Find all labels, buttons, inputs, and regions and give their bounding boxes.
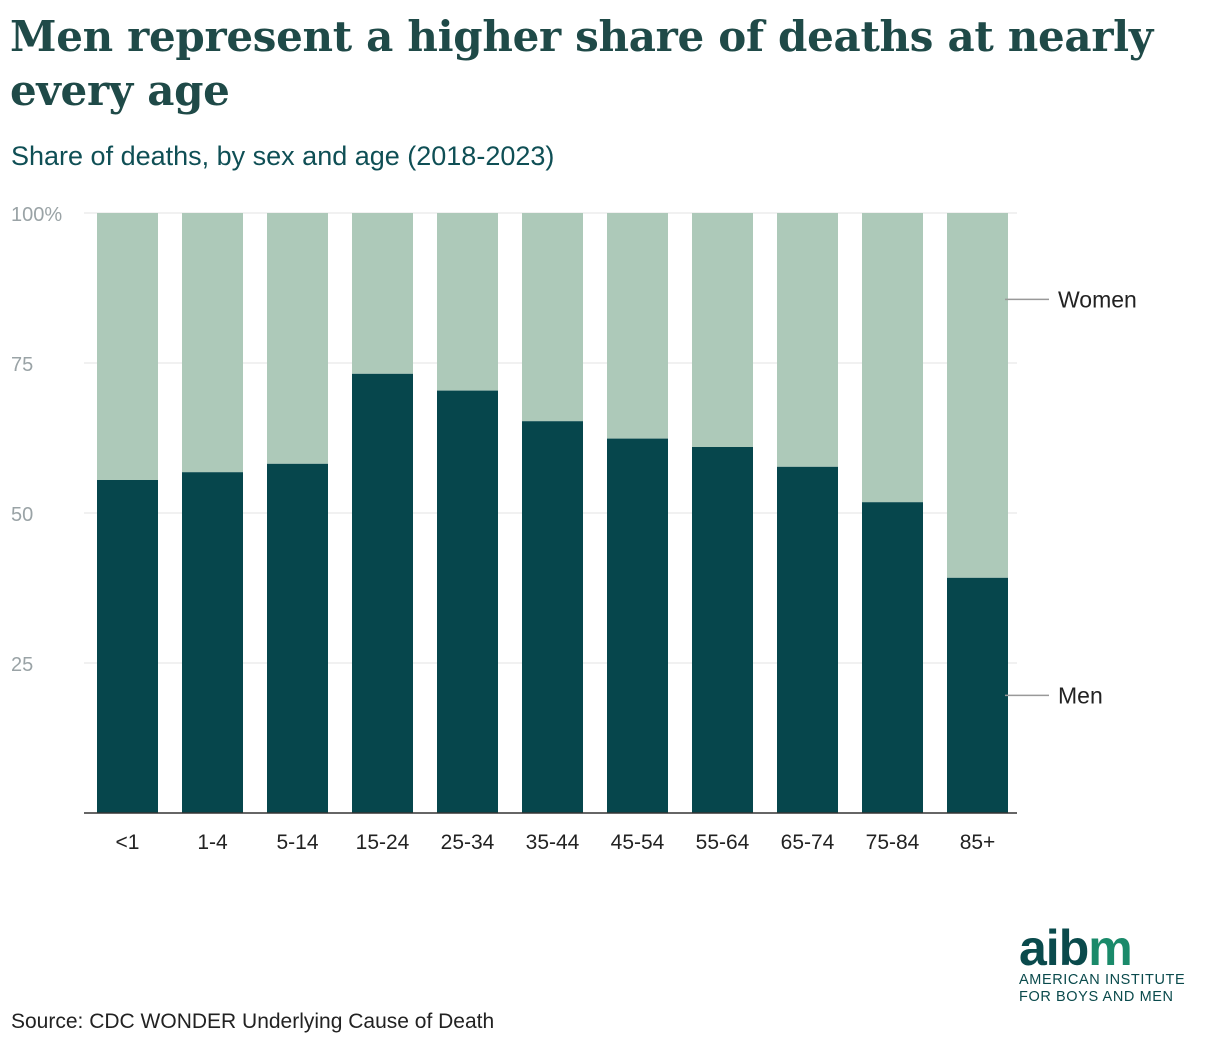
x-tick-label: 25-34 (441, 831, 495, 854)
chart-title: Men represent a higher share of deaths a… (10, 12, 1153, 115)
logo-line2: FOR BOYS AND MEN (1019, 989, 1174, 1005)
bar-women (182, 213, 243, 473)
bar-women (267, 213, 328, 464)
logo-wordmark: aibm (1019, 923, 1209, 973)
logo-line1: AMERICAN INSTITUTE (1019, 972, 1186, 988)
bar-women (862, 213, 923, 503)
bar-men (352, 373, 413, 813)
bars (97, 213, 1008, 813)
series-label-women: Women (1058, 286, 1137, 312)
logo-word-part2: m (1088, 920, 1132, 976)
bar-women (692, 213, 753, 447)
bar-men (267, 463, 328, 813)
axes: <1 1-4 5-14 15-24 25-34 35-44 45-54 55-64 65-74 7… (84, 812, 1017, 854)
bar-women (352, 213, 413, 374)
x-tick-label: 75-84 (866, 831, 920, 854)
y-tick-label: 50 (11, 504, 33, 526)
chart-subtitle: Share of deaths, by sex and age (2018-20… (11, 141, 555, 171)
bar-women (777, 213, 838, 467)
x-tick-label: 45-54 (611, 831, 665, 854)
bar-men (692, 447, 753, 813)
x-tick-label: 65-74 (781, 831, 835, 854)
y-tick-label: 75 (11, 354, 33, 376)
x-tick-label: 85+ (960, 831, 996, 854)
bar-men (437, 390, 498, 813)
x-tick-label: 5-14 (276, 831, 318, 854)
x-tick-label: 1-4 (197, 831, 228, 854)
x-tick-label: 15-24 (356, 831, 410, 854)
bar-women (437, 213, 498, 391)
bar-men (947, 577, 1008, 813)
stacked-bar-chart: 25 50 75 100% <1 1-4 5-14 15-24 25-34 35-44 45-54… (11, 204, 1137, 854)
series-labels: Men Women (1005, 286, 1137, 708)
bar-men (182, 472, 243, 813)
bar-men (97, 480, 158, 813)
bar-women (607, 213, 668, 439)
y-tick-label: 100% (11, 204, 62, 226)
y-tick-label: 25 (11, 654, 33, 676)
logo-word-part1: aib (1019, 920, 1089, 976)
bar-women (947, 213, 1008, 578)
x-tick-label: 55-64 (696, 831, 750, 854)
bar-men (862, 502, 923, 813)
aibm-logo: aibm AMERICAN INSTITUTE FOR BOYS AND MEN (1019, 923, 1209, 1006)
bar-women (522, 213, 583, 422)
bar-men (522, 421, 583, 813)
series-label-men: Men (1058, 682, 1103, 708)
bar-women (97, 213, 158, 480)
x-tick-label: <1 (116, 831, 140, 854)
source-note: Source: CDC WONDER Underlying Cause of D… (11, 1010, 495, 1033)
x-tick-label: 35-44 (526, 831, 580, 854)
bar-men (777, 466, 838, 813)
bar-men (607, 438, 668, 813)
